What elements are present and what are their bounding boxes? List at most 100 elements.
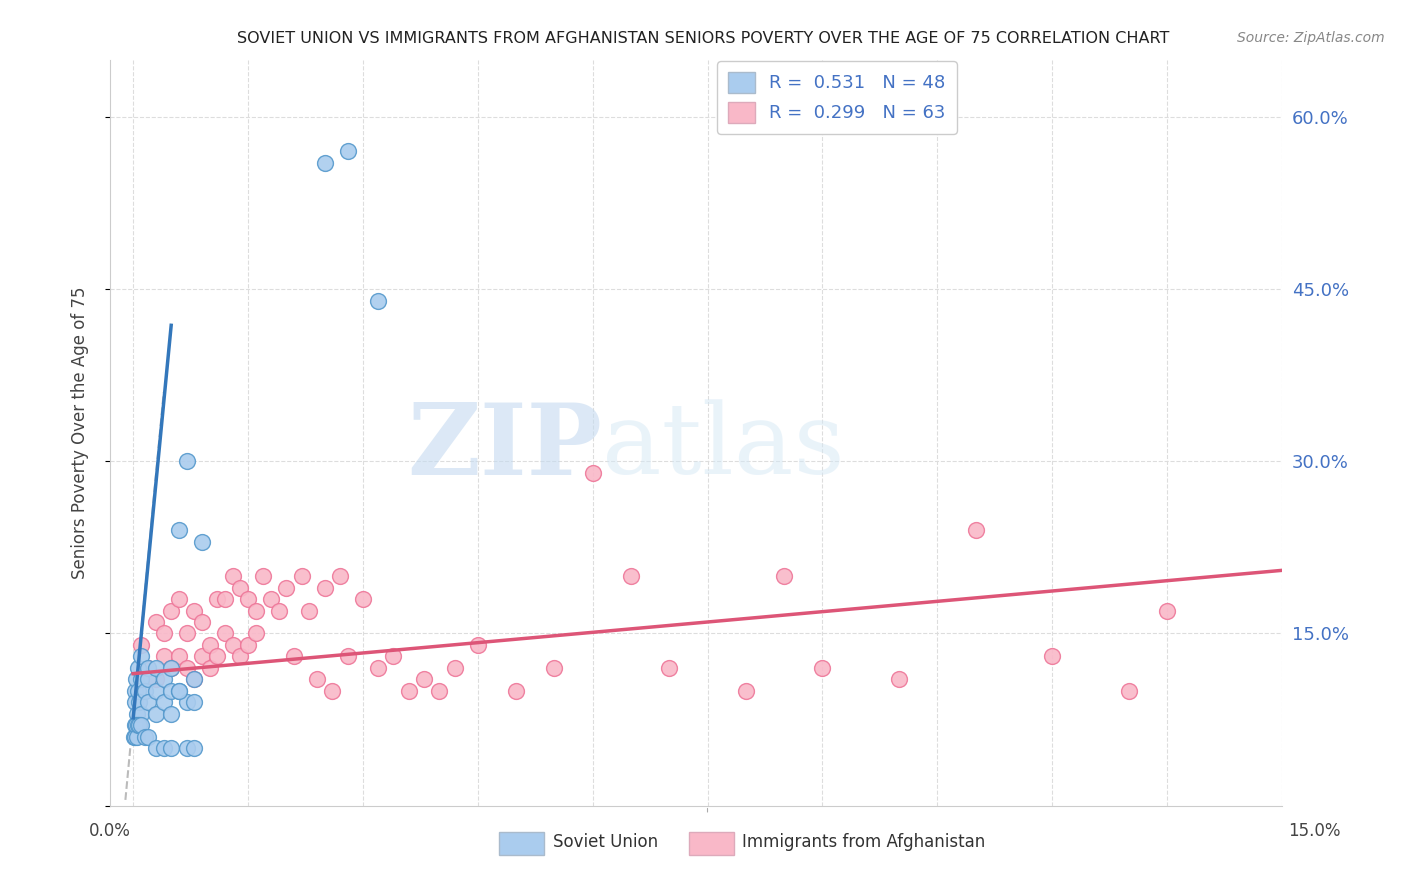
Point — [145, 661, 167, 675]
Point — [367, 661, 389, 675]
Point — [152, 741, 174, 756]
Point — [129, 706, 152, 721]
Point — [207, 592, 229, 607]
Point — [125, 730, 148, 744]
Point — [152, 695, 174, 709]
Point — [160, 706, 183, 721]
Point — [167, 684, 190, 698]
Point — [321, 684, 343, 698]
Point — [191, 615, 214, 629]
Point — [127, 718, 149, 732]
Point — [398, 684, 420, 698]
Text: atlas: atlas — [602, 400, 845, 495]
Point — [125, 673, 148, 687]
Point — [413, 673, 436, 687]
Point — [183, 673, 205, 687]
Point — [314, 156, 336, 170]
Point — [183, 741, 205, 756]
Point — [267, 603, 290, 617]
Point — [207, 649, 229, 664]
Point — [620, 569, 643, 583]
Point — [245, 626, 267, 640]
Point — [124, 730, 146, 744]
Y-axis label: Seniors Poverty Over the Age of 75: Seniors Poverty Over the Age of 75 — [72, 286, 89, 579]
Point — [1040, 649, 1063, 664]
Point — [152, 626, 174, 640]
Point — [124, 695, 146, 709]
Point — [314, 581, 336, 595]
Point — [129, 718, 152, 732]
Point — [336, 649, 359, 664]
Point — [129, 649, 152, 664]
Point — [290, 569, 312, 583]
Point — [305, 673, 328, 687]
Point — [965, 523, 987, 537]
Point — [127, 661, 149, 675]
Point — [734, 684, 756, 698]
Point — [183, 673, 205, 687]
Point — [176, 661, 198, 675]
Point — [134, 684, 156, 698]
Point — [229, 581, 252, 595]
Point — [198, 661, 221, 675]
Point — [145, 684, 167, 698]
Point — [122, 730, 145, 744]
Point — [160, 684, 183, 698]
Legend: R =  0.531   N = 48, R =  0.299   N = 63: R = 0.531 N = 48, R = 0.299 N = 63 — [717, 62, 956, 134]
Point — [167, 684, 190, 698]
Point — [229, 649, 252, 664]
Point — [236, 638, 259, 652]
Point — [138, 695, 160, 709]
Point — [276, 581, 298, 595]
Point — [298, 603, 321, 617]
Text: 0.0%: 0.0% — [89, 822, 131, 840]
Point — [145, 706, 167, 721]
Point — [138, 661, 160, 675]
Text: SOVIET UNION VS IMMIGRANTS FROM AFGHANISTAN SENIORS POVERTY OVER THE AGE OF 75 C: SOVIET UNION VS IMMIGRANTS FROM AFGHANIS… — [236, 31, 1170, 46]
Point — [167, 592, 190, 607]
Text: Immigrants from Afghanistan: Immigrants from Afghanistan — [742, 833, 986, 852]
Point — [167, 649, 190, 664]
Point — [176, 454, 198, 468]
Point — [138, 661, 160, 675]
Point — [167, 523, 190, 537]
Point — [145, 615, 167, 629]
Point — [160, 603, 183, 617]
Point — [145, 673, 167, 687]
Point — [467, 638, 489, 652]
Point — [124, 684, 146, 698]
Point — [138, 673, 160, 687]
Point — [352, 592, 374, 607]
Point — [658, 661, 681, 675]
Point — [128, 718, 150, 732]
Point — [367, 293, 389, 308]
Point — [125, 706, 148, 721]
Point — [887, 673, 910, 687]
Point — [138, 730, 160, 744]
Point — [214, 626, 236, 640]
Point — [505, 684, 527, 698]
Text: Source: ZipAtlas.com: Source: ZipAtlas.com — [1237, 31, 1385, 45]
Point — [145, 741, 167, 756]
Point — [152, 649, 174, 664]
Point — [160, 661, 183, 675]
Point — [221, 569, 243, 583]
Point — [252, 569, 274, 583]
Point — [283, 649, 305, 664]
Point — [245, 603, 267, 617]
Point — [1118, 684, 1140, 698]
Text: 15.0%: 15.0% — [1288, 822, 1341, 840]
Point — [124, 718, 146, 732]
Point — [125, 718, 148, 732]
Point — [336, 145, 359, 159]
Point — [543, 661, 565, 675]
Point — [152, 673, 174, 687]
Point — [260, 592, 283, 607]
Point — [128, 695, 150, 709]
Point — [382, 649, 405, 664]
Point — [127, 684, 149, 698]
Point — [1156, 603, 1178, 617]
Text: ZIP: ZIP — [408, 399, 602, 496]
Point — [811, 661, 834, 675]
Point — [329, 569, 352, 583]
